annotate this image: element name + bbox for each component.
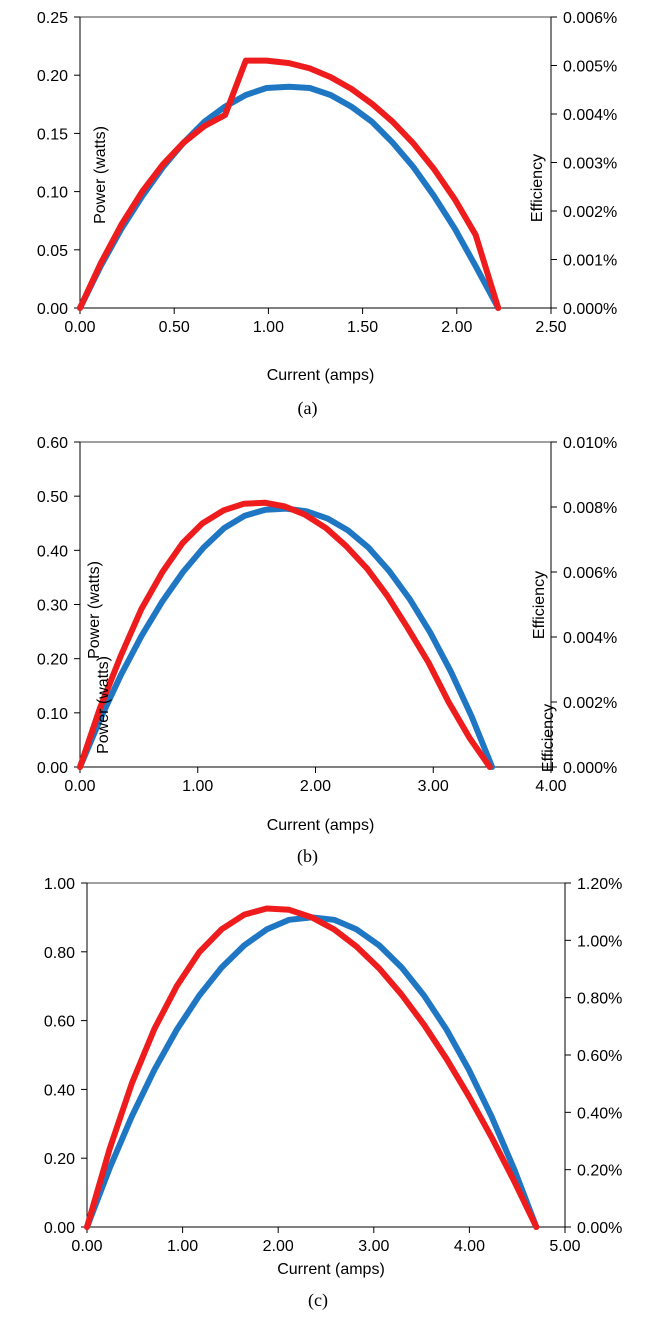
y2-tick-label: 0.002% bbox=[563, 695, 617, 712]
y2-axis-label: Efficiency bbox=[540, 704, 557, 772]
y-axis-label: Power (watts) bbox=[86, 561, 103, 659]
x-tick-label: 1.00 bbox=[253, 319, 284, 336]
chart-3: 0.00 1.00 2.00 3.00 4.00 5.00 0.00 0.20 0.40 0.60… bbox=[44, 656, 623, 1311]
x-axis-label: Current (amps) bbox=[277, 1261, 385, 1278]
x-tick-label: 1.00 bbox=[182, 778, 213, 795]
y2-tick-label: 0.000% bbox=[563, 760, 617, 777]
y2-tick-label: 0.010% bbox=[563, 435, 617, 452]
y-tick-label: 0.40 bbox=[37, 543, 68, 560]
x-tick-label: 2.00 bbox=[263, 1238, 294, 1255]
y2-tick-label: 0.002% bbox=[563, 204, 617, 221]
y-tick-label: 0.00 bbox=[37, 301, 68, 318]
y2-tick-label: 0.20% bbox=[577, 1163, 622, 1180]
series-line-red bbox=[77, 499, 493, 770]
y-tick-label: 0.15 bbox=[37, 126, 68, 143]
panel-caption: (a) bbox=[298, 398, 318, 419]
y-tick-label: 0.20 bbox=[37, 652, 68, 669]
y-axis-label: Power (watts) bbox=[95, 656, 112, 754]
y-tick-label: 0.25 bbox=[37, 10, 68, 27]
y2-tick-label: 1.20% bbox=[577, 876, 622, 893]
y2-tick-label: 0.00% bbox=[577, 1220, 622, 1237]
series-line-blue bbox=[84, 914, 540, 1230]
y-tick-label: 0.60 bbox=[37, 435, 68, 452]
y2-tick-label: 0.000% bbox=[563, 301, 617, 318]
series-line-red bbox=[77, 57, 502, 311]
y2-tick-label: 0.004% bbox=[563, 107, 617, 124]
y-tick-label: 0.20 bbox=[44, 1151, 75, 1168]
y2-tick-label: 0.80% bbox=[577, 991, 622, 1008]
y2-tick-label: 0.004% bbox=[563, 630, 617, 647]
y-axis-label: Power (watts) bbox=[92, 126, 109, 224]
x-axis-label: Current (amps) bbox=[267, 367, 375, 384]
y2-tick-label: 1.00% bbox=[577, 933, 622, 950]
y-tick-label: 0.20 bbox=[37, 68, 68, 85]
y2-tick-label: 0.006% bbox=[563, 565, 617, 582]
x-tick-label: 2.00 bbox=[300, 778, 331, 795]
y2-tick-label: 0.003% bbox=[563, 156, 617, 173]
x-tick-label: 3.00 bbox=[418, 778, 449, 795]
x-tick-label: 3.00 bbox=[358, 1238, 389, 1255]
y2-tick-label: 0.005% bbox=[563, 59, 617, 76]
y-tick-label: 0.60 bbox=[44, 1014, 75, 1031]
series-line-red bbox=[84, 905, 540, 1230]
y-tick-label: 0.40 bbox=[44, 1082, 75, 1099]
x-tick-label: 4.00 bbox=[535, 778, 566, 795]
y-tick-label: 0.10 bbox=[37, 185, 68, 202]
y-tick-label: 0.00 bbox=[37, 760, 68, 777]
y-tick-label: 0.05 bbox=[37, 243, 68, 260]
y-tick-label: 0.30 bbox=[37, 598, 68, 615]
series-line-blue bbox=[77, 505, 496, 770]
y2-tick-label: 0.40% bbox=[577, 1105, 622, 1122]
x-axis-label: Current (amps) bbox=[267, 817, 375, 834]
y2-tick-label: 0.60% bbox=[577, 1048, 622, 1065]
chart-1: 0.00 0.50 1.00 1.50 2.00 2.50 0.00 0.05 0.10 0.15… bbox=[37, 10, 617, 419]
x-tick-label: 0.50 bbox=[159, 319, 190, 336]
y2-axis-label: Efficiency bbox=[529, 154, 546, 222]
x-tick-label: 0.00 bbox=[64, 319, 95, 336]
series-line-blue bbox=[77, 83, 502, 311]
y-tick-label: 0.00 bbox=[44, 1220, 75, 1237]
y2-tick-label: 0.001% bbox=[563, 253, 617, 270]
y-tick-label: 0.10 bbox=[37, 706, 68, 723]
y2-tick-label: 0.008% bbox=[563, 500, 617, 517]
y-tick-label: 1.00 bbox=[44, 876, 75, 893]
y2-axis-label: Efficiency bbox=[531, 571, 548, 639]
y-tick-label: 0.50 bbox=[37, 489, 68, 506]
x-tick-label: 4.00 bbox=[454, 1238, 485, 1255]
panel-caption: (c) bbox=[308, 1290, 328, 1311]
panel-caption: (b) bbox=[297, 846, 318, 867]
x-tick-label: 1.00 bbox=[167, 1238, 198, 1255]
x-tick-label: 0.00 bbox=[71, 1238, 102, 1255]
x-tick-label: 5.00 bbox=[549, 1238, 580, 1255]
y2-tick-label: 0.006% bbox=[563, 10, 617, 27]
y-tick-label: 0.80 bbox=[44, 945, 75, 962]
x-tick-label: 1.50 bbox=[347, 319, 378, 336]
x-tick-label: 2.50 bbox=[535, 319, 566, 336]
chart-2: 0.00 1.00 2.00 3.00 4.00 0.00 0.10 0.20 0.30 0.40… bbox=[37, 435, 617, 867]
x-tick-label: 2.00 bbox=[441, 319, 472, 336]
x-tick-label: 0.00 bbox=[64, 778, 95, 795]
